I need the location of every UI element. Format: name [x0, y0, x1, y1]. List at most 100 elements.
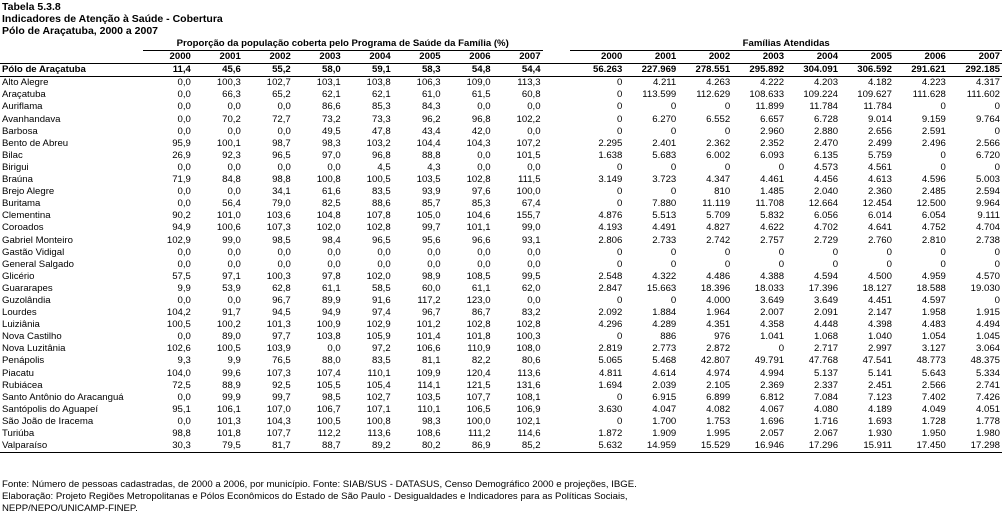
coverage-cell: 62,1: [322, 89, 341, 101]
families-cell: 48.375: [970, 355, 1000, 367]
coverage-cell: 100,2: [216, 319, 241, 331]
coverage-cell: 113,3: [517, 77, 541, 89]
families-cell: 11.119: [702, 198, 731, 210]
coverage-cell: 0,0: [527, 258, 541, 270]
families-cell: 4.500: [867, 270, 892, 282]
families-cell: 4.358: [760, 319, 785, 331]
families-cell: 2.733: [652, 234, 677, 246]
families-cell: 109.224: [803, 89, 839, 101]
families-cell: 2.729: [814, 234, 839, 246]
year-header-gap: [542, 50, 571, 65]
families-cell: 6.014: [867, 210, 892, 222]
coverage-cell: 104,8: [316, 210, 341, 222]
families-cell: 4.351: [706, 319, 731, 331]
coverage-cell: 107,3: [266, 222, 291, 234]
group-title-families: Famílias Atendidas: [570, 38, 1002, 52]
coverage-cell: 72,5: [172, 379, 191, 391]
coverage-cell: 61,1: [322, 282, 341, 294]
coverage-cell: 100,5: [316, 415, 341, 427]
families-cell: 886: [660, 331, 677, 343]
coverage-cell: 0,0: [227, 161, 241, 173]
families-cell: 4.641: [867, 222, 892, 234]
coverage-cell: 61,0: [421, 89, 441, 101]
families-cell: 306.592: [840, 63, 894, 78]
families-cell: 14.959: [624, 440, 679, 454]
coverage-cell: 131,6: [516, 379, 541, 391]
families-cell: 295.892: [732, 63, 787, 78]
coverage-cell: 117,2: [417, 294, 441, 306]
coverage-cell: 90,2: [172, 210, 191, 222]
coverage-cell: 98,8: [172, 428, 191, 439]
families-cell: 976: [714, 331, 731, 343]
table-row: Alto Alegre 0,0 100,3 102,7 103,1 103,8 106,3 1…: [0, 77, 1002, 90]
families-cell: 4.347: [706, 174, 731, 186]
coverage-cell: 97,4: [372, 307, 391, 319]
coverage-cell: 94,9: [322, 307, 341, 319]
families-cell: 4.182: [867, 77, 892, 89]
coverage-cell: 0,0: [277, 125, 291, 137]
municipality-name: Barbosa: [2, 125, 38, 137]
families-cell: 17.298: [947, 440, 1002, 454]
families-cell: 6.812: [760, 391, 785, 403]
municipality-name: Birigui: [2, 161, 29, 173]
families-cell: 0: [940, 258, 946, 270]
coverage-cell: 0,0: [277, 258, 291, 270]
year-header: 2006: [893, 50, 948, 65]
coverage-cell: 100,5: [366, 174, 391, 186]
families-cell: 2.741: [975, 379, 1000, 391]
families-cell: 1.995: [706, 428, 731, 439]
families-cell: 9.111: [977, 210, 1000, 222]
coverage-cell: 34,1: [272, 186, 291, 198]
families-cell: 1.915: [975, 307, 1000, 319]
families-cell: 108.633: [749, 89, 785, 101]
coverage-cell: 104,3: [466, 137, 491, 149]
families-cell: 111.602: [966, 89, 1000, 101]
families-cell: 11.899: [755, 101, 785, 113]
coverage-cell: 100,6: [216, 222, 241, 234]
table-row: Bilac 26,9 92,3 96,5 97,0 96,8 88,8 0,0 101,5 1.6…: [0, 150, 1002, 162]
families-cell: 3.649: [814, 294, 839, 306]
families-cell: 7.426: [975, 391, 1000, 403]
families-cell: 2.105: [706, 379, 731, 391]
coverage-cell: 114,1: [417, 379, 441, 391]
coverage-cell: 107,7: [466, 391, 491, 403]
families-cell: 0: [617, 258, 623, 270]
coverage-cell: 101,3: [216, 415, 241, 427]
gap-cell: [543, 235, 571, 247]
table-row: Braúna 71,9 84,8 98,8 100,8 100,5 103,5 102,8 11…: [0, 174, 1002, 186]
year-header: 2004: [342, 50, 393, 65]
families-cell: 4.876: [598, 210, 623, 222]
families-cell: 304.091: [786, 63, 841, 78]
families-cell: 9.764: [975, 113, 1000, 125]
coverage-cell: 60,8: [521, 89, 541, 101]
coverage-cell: 103,8: [366, 77, 391, 89]
families-cell: 4.193: [598, 222, 623, 234]
families-cell: 4.573: [814, 161, 839, 173]
coverage-cell: 88,6: [372, 198, 391, 210]
families-cell: 2.773: [652, 343, 677, 355]
coverage-cell: 100,9: [316, 319, 341, 331]
gap-cell: [543, 380, 571, 392]
families-cell: 2.485: [921, 186, 946, 198]
coverage-cell: 96,5: [372, 234, 391, 246]
families-cell: 0: [617, 77, 623, 89]
table-row: Birigui 0,0 0,0 0,0 0,0 4,5 4,3 0,0 0,0 0 0 0 0 4.573…: [0, 162, 1002, 174]
coverage-cell: 62,8: [272, 282, 291, 294]
families-cell: 16.946: [732, 440, 787, 454]
families-cell: 3.723: [652, 174, 677, 186]
coverage-cell: 100,0: [466, 415, 491, 427]
coverage-cell: 100,0: [516, 186, 541, 198]
coverage-cell: 98,5: [272, 234, 291, 246]
families-cell: 7.880: [652, 198, 677, 210]
coverage-cell: 108,6: [416, 428, 441, 439]
families-cell: 278.551: [678, 63, 733, 78]
table-row: Glicério 57,5 97,1 100,3 97,8 102,0 98,9 108,5 9…: [0, 271, 1002, 283]
families-cell: 1.964: [706, 307, 731, 319]
municipality-name: Bento de Abreu: [2, 137, 69, 149]
families-cell: 3.630: [598, 403, 623, 415]
coverage-cell: 98,5: [322, 391, 341, 403]
families-cell: 5.137: [814, 367, 839, 379]
families-cell: 6.002: [706, 149, 731, 161]
table-row: Rubiácea 72,5 88,9 92,5 105,5 105,4 114,1 121,5…: [0, 380, 1002, 392]
coverage-cell: 0,0: [177, 77, 191, 89]
